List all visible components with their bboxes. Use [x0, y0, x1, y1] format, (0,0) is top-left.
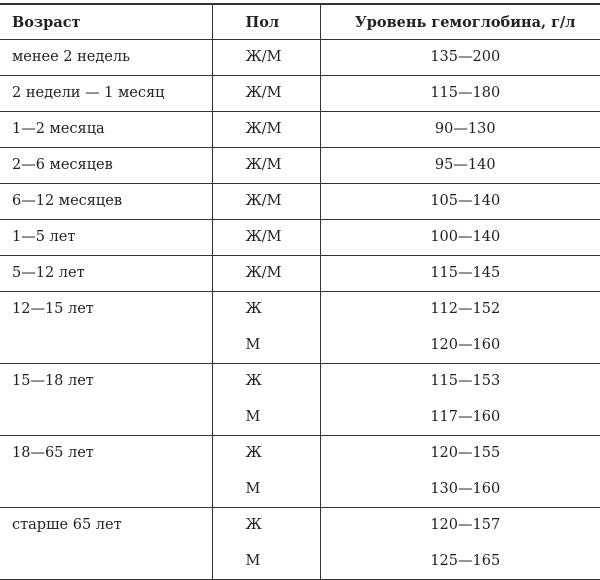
sex-text: М: [246, 544, 320, 580]
age-text: 2 недели — 1 месяц: [12, 76, 212, 111]
range-text: 100—140: [331, 220, 600, 255]
age-cell: 2 недели — 1 месяц: [0, 76, 212, 112]
range-text: 112—152: [331, 292, 600, 328]
range-cell: 100—140: [320, 220, 600, 256]
range-text: 95—140: [331, 148, 600, 183]
table-row: 2 недели — 1 месяц Ж/М 115—180: [0, 76, 600, 112]
range-cell: 95—140: [320, 148, 600, 184]
sex-text: Ж: [246, 292, 320, 328]
range-text: 120—160: [331, 328, 600, 364]
sex-text: Ж/М: [246, 184, 320, 219]
age-cell: старше 65 лет: [0, 508, 212, 580]
sex-cell: Ж/М: [212, 148, 320, 184]
sex-text: Ж: [246, 364, 320, 400]
range-cell: 135—200: [320, 40, 600, 76]
range-text: 115—145: [331, 256, 600, 291]
age-text: 12—15 лет: [12, 292, 212, 328]
sex-cell: Ж/М: [212, 76, 320, 112]
range-text: 115—180: [331, 76, 600, 111]
sex-cell: Ж/М: [212, 40, 320, 76]
range-text: 105—140: [331, 184, 600, 219]
table-row: 2—6 месяцев Ж/М 95—140: [0, 148, 600, 184]
age-cell: 5—12 лет: [0, 256, 212, 292]
table-row: 6—12 месяцев Ж/М 105—140: [0, 184, 600, 220]
age-text: 18—65 лет: [12, 436, 212, 472]
age-text: 1—5 лет: [12, 220, 212, 255]
age-cell: менее 2 недель: [0, 40, 212, 76]
range-cell: 115—145: [320, 256, 600, 292]
sex-cell: Ж/М: [212, 112, 320, 148]
age-text: 2—6 месяцев: [12, 148, 212, 183]
table-row: 5—12 лет Ж/М 115—145: [0, 256, 600, 292]
table-row: менее 2 недель Ж/М 135—200: [0, 40, 600, 76]
range-text: 125—165: [331, 544, 600, 580]
header-level: Уровень гемоглобина, г/л: [320, 4, 600, 40]
sex-text: Ж: [246, 436, 320, 472]
table-row: 1—5 лет Ж/М 100—140: [0, 220, 600, 256]
sex-text: М: [246, 400, 320, 436]
age-text: менее 2 недель: [12, 40, 212, 75]
table-row: 1—2 месяца Ж/М 90—130: [0, 112, 600, 148]
range-cell: 105—140: [320, 184, 600, 220]
sex-text: Ж/М: [246, 112, 320, 147]
age-cell: 2—6 месяцев: [0, 148, 212, 184]
age-text: 15—18 лет: [12, 364, 212, 400]
age-cell: 12—15 лет: [0, 292, 212, 364]
sex-cell: Ж/М: [212, 184, 320, 220]
range-text: 115—153: [331, 364, 600, 400]
age-cell: 1—5 лет: [0, 220, 212, 256]
sex-cell: Ж/М: [212, 220, 320, 256]
age-text: 5—12 лет: [12, 256, 212, 291]
range-cell: 90—130: [320, 112, 600, 148]
age-text: 1—2 месяца: [12, 112, 212, 147]
sex-text: М: [246, 328, 320, 364]
sex-text: Ж/М: [246, 220, 320, 255]
sex-text: Ж/М: [246, 148, 320, 183]
range-text: 130—160: [331, 472, 600, 508]
range-text: 90—130: [331, 112, 600, 147]
table-header: Возраст Пол Уровень гемоглобина, г/л: [0, 4, 600, 40]
range-text: 117—160: [331, 400, 600, 436]
range-cell: 115—180: [320, 76, 600, 112]
sex-text: Ж: [246, 508, 320, 544]
range-text: 135—200: [331, 40, 600, 75]
range-text: 120—157: [331, 508, 600, 544]
sex-cell: Ж/М: [212, 256, 320, 292]
age-text: 6—12 месяцев: [12, 184, 212, 219]
sex-text: М: [246, 472, 320, 508]
age-cell: 1—2 месяца: [0, 112, 212, 148]
range-text: 120—155: [331, 436, 600, 472]
age-text: старше 65 лет: [12, 508, 212, 544]
age-cell: 18—65 лет: [0, 436, 212, 508]
age-cell: 6—12 месяцев: [0, 184, 212, 220]
hemoglobin-table: Возраст Пол Уровень гемоглобина, г/л мен…: [0, 3, 600, 580]
sex-text: Ж/М: [246, 256, 320, 291]
sex-text: Ж/М: [246, 40, 320, 75]
header-sex: Пол: [212, 4, 320, 40]
header-age: Возраст: [0, 4, 212, 40]
sex-text: Ж/М: [246, 76, 320, 111]
age-cell: 15—18 лет: [0, 364, 212, 436]
